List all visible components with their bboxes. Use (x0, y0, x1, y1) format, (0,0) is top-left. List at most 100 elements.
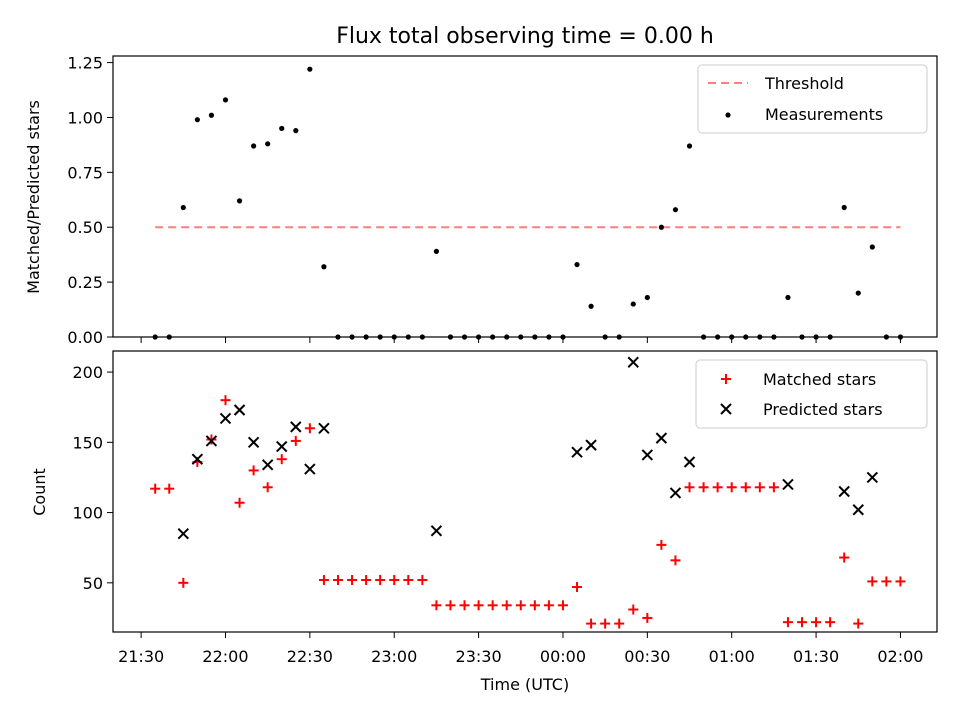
measurement-points (152, 66, 904, 340)
matched-star-point (220, 395, 231, 406)
matched-star-point (473, 600, 484, 611)
matched-star-point (403, 575, 414, 586)
matched-star-point (628, 604, 639, 615)
bottom-x-tick-label: 01:00 (709, 647, 755, 666)
matched-star-point (698, 482, 709, 493)
predicted-star-point (290, 421, 302, 433)
predicted-star-point (247, 436, 260, 449)
bottom-y-ticks: 50 100 150 200 (72, 363, 113, 593)
measurement-point (658, 224, 664, 230)
measurement-point (700, 334, 707, 340)
top-y-tick-label: 0.50 (67, 218, 103, 237)
matched-star-point (839, 552, 850, 563)
measurement-point (672, 207, 679, 213)
bottom-legend: Matched stars Predicted stars (695, 359, 928, 429)
matched-star-point (389, 575, 400, 586)
matched-star-point (234, 497, 245, 508)
predicted-star-point (219, 412, 232, 425)
predicted-star-point (782, 478, 794, 491)
matched-star-point (276, 454, 287, 465)
measurement-point (532, 334, 538, 340)
measurement-point (743, 334, 749, 340)
legend-matched-swatch (721, 374, 731, 384)
matched-star-point (459, 600, 470, 611)
matched-star-point (867, 576, 878, 587)
measurement-point (715, 334, 721, 340)
matched-star-point (248, 465, 259, 476)
predicted-star-point (304, 463, 316, 475)
x-axis-label: Time (UTC) (480, 675, 569, 694)
top-y-tick-label: 0.25 (67, 273, 103, 292)
top-y-axis-label: Matched/Predicted stars (24, 100, 43, 294)
matched-star-point (642, 612, 653, 623)
measurement-point (785, 294, 791, 301)
predicted-star-point-b (627, 356, 639, 368)
matched-star-point (375, 575, 386, 586)
matched-star-point (515, 600, 526, 611)
matched-star-point (361, 575, 372, 586)
predicted-star-point-b (304, 463, 316, 475)
top-y-tick-label: 0.75 (67, 163, 103, 182)
bottom-x-tick-label: 22:30 (287, 647, 333, 666)
matched-star-point (150, 483, 161, 494)
top-y-tick-label: 0.00 (67, 328, 103, 347)
predicted-star-point (177, 527, 190, 540)
matched-star-point (347, 575, 358, 586)
predicted-star-points (177, 356, 879, 540)
top-y-tick-label: 1.25 (67, 54, 103, 73)
bottom-x-tick-label: 22:00 (202, 647, 248, 666)
measurement-point (630, 301, 636, 307)
predicted-star-point-b (318, 422, 330, 434)
matched-star-point (304, 423, 315, 434)
matched-star-point (417, 575, 428, 586)
predicted-star-point-b (219, 412, 232, 425)
predicted-star-point (191, 453, 204, 465)
matched-star-point (318, 575, 329, 586)
measurement-point (335, 334, 341, 340)
bottom-x-tick-label: 00:30 (624, 647, 670, 666)
matched-star-point (895, 576, 906, 587)
matched-star-point (712, 482, 723, 493)
legend-measurements-swatch (725, 112, 731, 118)
legend-measurements-label: Measurements (765, 105, 883, 124)
measurement-point (813, 334, 819, 340)
top-legend-box (697, 64, 928, 134)
legend-predicted-swatch (720, 403, 732, 415)
bottom-legend-box (695, 359, 928, 429)
measurement-point (251, 143, 257, 149)
matched-star-point (332, 575, 343, 586)
matched-star-point (684, 482, 695, 493)
bottom-x-tick-label: 21:30 (118, 647, 164, 666)
predicted-star-point-b (261, 459, 274, 471)
predicted-star-point (233, 404, 246, 416)
matched-star-point (726, 482, 737, 493)
measurement-point (602, 334, 608, 340)
measurement-point (419, 334, 425, 340)
matched-star-point (586, 618, 597, 629)
predicted-star-point (683, 456, 696, 468)
measurement-point (293, 128, 299, 134)
predicted-star-point-b (782, 478, 794, 491)
measurement-point (504, 334, 510, 340)
predicted-star-point-b (247, 436, 260, 449)
predicted-star-point-b (290, 421, 302, 433)
measurement-point (433, 248, 440, 254)
matched-star-point (529, 600, 540, 611)
matched-star-point (754, 482, 765, 493)
predicted-star-point-b (205, 435, 218, 447)
bottom-y-tick-label: 100 (72, 504, 103, 523)
predicted-star-point (852, 504, 864, 516)
matched-star-point (811, 617, 822, 628)
measurement-point (546, 334, 552, 340)
top-legend: Threshold Measurements (697, 64, 928, 134)
measurement-point (799, 334, 805, 340)
predicted-star-point (866, 471, 879, 484)
chart-title: Flux total observing time = 0.00 h (336, 24, 714, 49)
matched-star-point (572, 582, 583, 593)
measurement-point (194, 117, 200, 123)
matched-star-point (600, 618, 611, 629)
bottom-x-tick-label: 01:30 (793, 647, 839, 666)
matched-star-point (656, 539, 667, 550)
matched-star-points (150, 395, 906, 629)
top-panel: Matched/Predicted stars 0.00 0.25 0.50 0.75… (24, 54, 938, 347)
